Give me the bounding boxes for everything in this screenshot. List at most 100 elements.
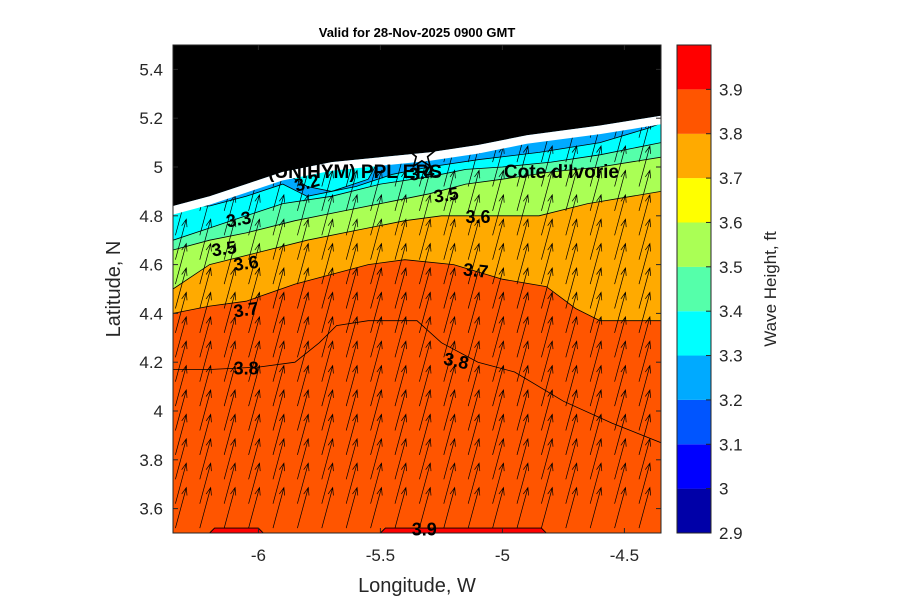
wave-arrow-284 xyxy=(443,169,456,211)
wave-arrow-281 xyxy=(370,169,383,211)
wave-arrow-178 xyxy=(419,291,432,333)
colorbar-frame xyxy=(676,44,712,534)
wave-arrow-236 xyxy=(297,218,310,260)
wave-arrow-155 xyxy=(370,315,383,358)
wave-arrow-265 xyxy=(492,193,505,236)
wave-arrow-267 xyxy=(541,193,554,236)
wave-arrow-73 xyxy=(419,413,432,455)
wave-arrow-79 xyxy=(565,413,578,455)
wave-arrow-229 xyxy=(638,242,651,285)
wave-arrow-247 xyxy=(565,218,578,260)
wave-arrow-140 xyxy=(516,340,529,382)
wave-arrow-245 xyxy=(516,218,529,260)
wave-arrow-223 xyxy=(492,242,505,285)
wave-arrow-7 xyxy=(345,486,359,529)
wave-arrow-437 xyxy=(590,0,602,40)
wave-arrow-163 xyxy=(565,315,578,358)
colorbar-swatch-0 xyxy=(677,488,711,533)
wave-arrow-89 xyxy=(297,389,310,431)
colorbar-swatch-7 xyxy=(677,178,711,223)
colorbar-tick-label: 3.7 xyxy=(719,169,743,188)
wave-arrow-262 xyxy=(419,193,432,236)
wave-arrow-232 xyxy=(199,218,212,260)
wave-arrow-57 xyxy=(541,437,554,480)
wave-arrow-185 xyxy=(589,291,603,333)
wave-arrow-58 xyxy=(565,437,578,480)
wave-arrow-235 xyxy=(272,218,285,260)
wave-arrow-68 xyxy=(297,413,310,455)
wave-arrow-202 xyxy=(492,267,505,309)
y-tick-label: 3.8 xyxy=(139,451,163,470)
wave-arrow-144 xyxy=(614,340,627,382)
wave-arrow-47 xyxy=(297,437,310,480)
colorbar-swatch-1 xyxy=(677,444,711,489)
wave-arrow-114 xyxy=(394,364,407,407)
wave-arrow-230 xyxy=(663,244,675,285)
wave-arrow-32 xyxy=(443,462,456,504)
band-3.9-patch-1 xyxy=(209,527,264,533)
wave-arrow-129 xyxy=(248,340,261,382)
wave-arrow-96 xyxy=(467,389,481,431)
wave-arrow-10 xyxy=(419,486,432,529)
wave-arrow-152 xyxy=(297,315,310,358)
wave-arrow-44 xyxy=(223,437,237,480)
wave-arrow-105 xyxy=(175,364,188,407)
x-tick-label: -4.5 xyxy=(610,546,639,565)
wave-arrow-186 xyxy=(614,291,627,333)
wave-arrow-14 xyxy=(516,486,529,529)
x-tick-label: -6 xyxy=(251,546,266,565)
wave-arrow-268 xyxy=(565,193,578,236)
wave-arrow-115 xyxy=(419,364,432,407)
wave-arrow-246 xyxy=(541,218,554,260)
colorbar-swatch-4 xyxy=(677,311,711,356)
wave-arrow-67 xyxy=(272,413,285,455)
wave-arrow-171 xyxy=(248,291,261,333)
wave-arrow-198 xyxy=(394,267,407,309)
wave-arrow-205 xyxy=(565,267,578,309)
wave-arrow-227 xyxy=(589,242,603,285)
wave-arrow-356 xyxy=(663,97,675,138)
wave-arrow-199 xyxy=(419,267,432,309)
y-tick-label: 5.4 xyxy=(139,60,163,79)
wave-arrow-124 xyxy=(638,364,651,407)
wave-arrow-83 xyxy=(663,414,675,455)
wave-arrow-35 xyxy=(516,462,529,504)
wave-arrow-175 xyxy=(345,291,359,333)
wave-arrow-13 xyxy=(492,486,505,529)
wave-arrow-194 xyxy=(297,267,310,309)
wave-arrow-46 xyxy=(272,437,285,480)
wave-arrow-310 xyxy=(565,145,578,187)
wave-arrow-180 xyxy=(467,291,481,333)
wave-arrow-107 xyxy=(223,364,237,407)
wave-arrow-22 xyxy=(199,462,212,504)
wave-arrow-193 xyxy=(272,267,285,309)
wave-arrow-219 xyxy=(394,242,407,285)
wave-arrow-286 xyxy=(492,169,505,211)
wave-arrow-84 xyxy=(175,389,188,431)
wave-arrow-210 xyxy=(175,242,188,285)
wave-arrow-197 xyxy=(370,267,383,309)
wave-arrow-143 xyxy=(589,340,603,382)
wave-arrow-224 xyxy=(516,242,529,285)
wave-arrow-0 xyxy=(175,486,188,529)
wave-arrow-87 xyxy=(248,389,261,431)
wave-arrow-269 xyxy=(589,193,603,236)
wave-arrow-422 xyxy=(224,0,236,40)
wave-arrow-313 xyxy=(638,145,651,187)
wave-arrow-69 xyxy=(321,413,334,455)
y-tick-label: 4.8 xyxy=(139,207,163,226)
wave-arrow-97 xyxy=(492,389,505,431)
station-region-label: Cote d’Ivorie xyxy=(504,162,619,183)
wave-arrow-26 xyxy=(297,462,310,504)
wave-arrow-259 xyxy=(345,193,359,236)
coast-strip xyxy=(173,115,661,215)
wave-arrow-169 xyxy=(199,291,212,333)
wave-arrow-264 xyxy=(467,193,481,236)
wave-arrow-421 xyxy=(200,0,212,40)
wave-arrow-37 xyxy=(565,462,578,504)
wave-arrow-146 xyxy=(663,341,675,382)
wave-arrow-309 xyxy=(541,145,554,187)
wave-arrow-150 xyxy=(248,315,261,358)
colorbar-tick-label: 3.6 xyxy=(719,213,743,232)
y-tick-label: 4.6 xyxy=(139,256,163,275)
